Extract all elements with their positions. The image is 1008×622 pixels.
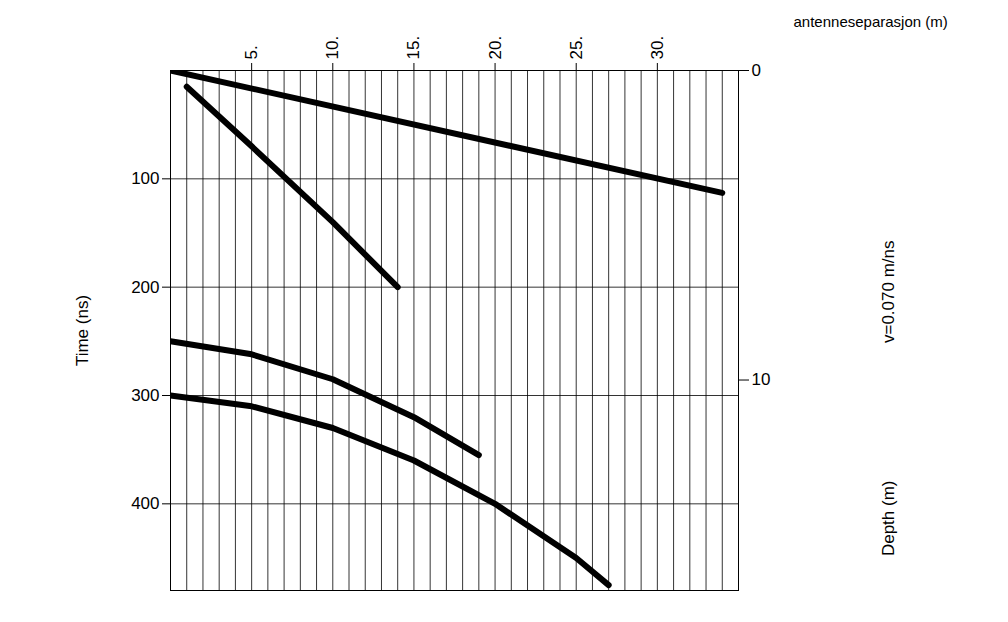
svg-text:v=0.070 m/ns: v=0.070 m/ns — [879, 241, 898, 344]
svg-text:25.: 25. — [567, 36, 586, 60]
svg-text:400: 400 — [131, 494, 159, 513]
svg-text:Time (ns): Time (ns) — [73, 295, 92, 366]
svg-text:Depth (m): Depth (m) — [879, 481, 898, 557]
svg-text:30.: 30. — [648, 36, 667, 60]
svg-text:300: 300 — [131, 386, 159, 405]
svg-text:15.: 15. — [404, 36, 423, 60]
svg-text:20.: 20. — [486, 36, 505, 60]
svg-text:0: 0 — [752, 61, 761, 80]
svg-text:200: 200 — [131, 278, 159, 297]
svg-text:10: 10 — [752, 370, 771, 389]
svg-text:5.: 5. — [242, 45, 261, 59]
svg-text:100: 100 — [131, 169, 159, 188]
svg-text:10.: 10. — [323, 36, 342, 60]
svg-text:antenneseparasjon (m): antenneseparasjon (m) — [794, 13, 948, 30]
